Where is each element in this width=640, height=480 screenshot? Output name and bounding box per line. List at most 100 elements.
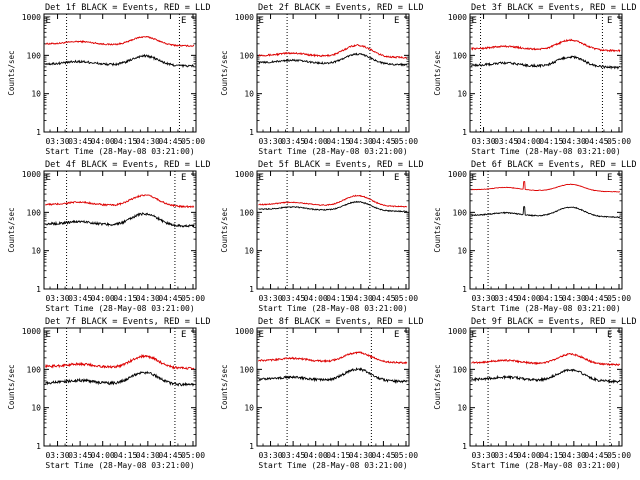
plot-frame bbox=[256, 170, 410, 290]
y-tick-label: 1 bbox=[36, 128, 41, 137]
lld-series-line bbox=[45, 35, 195, 48]
y-tick-label: 1000 bbox=[235, 13, 254, 22]
y-axis-label: Counts/sec bbox=[7, 50, 16, 95]
x-tick-label: 03:30 bbox=[258, 451, 282, 460]
x-tick-label: 05:00 bbox=[181, 137, 205, 146]
x-tick-label: 04:15 bbox=[113, 294, 137, 303]
x-tick-label: 04:30 bbox=[349, 294, 373, 303]
panel-title: Det 9f BLACK = Events, RED = LLD bbox=[471, 317, 637, 327]
y-tick-label: 1000 bbox=[22, 13, 41, 22]
plot-frame bbox=[469, 327, 623, 447]
panel-6: Det 6f BLACK = Events, RED = LLD 1 10 100 10… bbox=[433, 160, 637, 313]
x-tick-label: 04:00 bbox=[91, 137, 115, 146]
events-series-line bbox=[471, 368, 621, 385]
e-marker-label: E bbox=[46, 173, 51, 183]
x-tick-label: 04:00 bbox=[517, 294, 541, 303]
lld-series-line bbox=[258, 351, 408, 365]
y-tick-label: 100 bbox=[453, 51, 468, 60]
y-tick-label: 1 bbox=[249, 285, 254, 294]
e-marker-label: E bbox=[181, 330, 186, 340]
x-tick-label: 04:15 bbox=[539, 294, 563, 303]
x-tick-label: 05:00 bbox=[607, 137, 631, 146]
x-tick-label: 04:00 bbox=[91, 294, 115, 303]
e-marker-label: E bbox=[46, 330, 51, 340]
events-series-line bbox=[471, 205, 621, 219]
x-axis-label: Start Time (28-May-08 03:21:00) bbox=[45, 147, 194, 156]
x-axis-label: Start Time (28-May-08 03:21:00) bbox=[45, 304, 194, 313]
y-axis-label: Counts/sec bbox=[220, 364, 229, 409]
y-tick-label: 1000 bbox=[448, 327, 467, 336]
panel-1: Det 1f BLACK = Events, RED = LLD 1 10 100 10… bbox=[7, 3, 211, 156]
y-tick-label: 100 bbox=[240, 208, 255, 217]
x-tick-label: 04:00 bbox=[304, 137, 328, 146]
x-tick-label: 04:30 bbox=[562, 137, 586, 146]
x-tick-label: 04:45 bbox=[158, 451, 182, 460]
x-tick-label: 05:00 bbox=[394, 137, 418, 146]
e-marker-label: E bbox=[607, 173, 612, 183]
x-tick-label: 03:30 bbox=[45, 137, 69, 146]
x-tick-label: 03:30 bbox=[45, 294, 69, 303]
y-tick-label: 100 bbox=[453, 365, 468, 374]
y-tick-label: 10 bbox=[457, 404, 467, 413]
plot-frame bbox=[256, 13, 410, 133]
x-axis-label: Start Time (28-May-08 03:21:00) bbox=[258, 147, 407, 156]
y-axis-label: Counts/sec bbox=[220, 207, 229, 252]
x-axis-label: Start Time (28-May-08 03:21:00) bbox=[258, 304, 407, 313]
x-tick-label: 03:30 bbox=[258, 137, 282, 146]
x-tick-label: 04:00 bbox=[304, 451, 328, 460]
y-tick-label: 1 bbox=[462, 285, 467, 294]
y-tick-label: 1 bbox=[462, 128, 467, 137]
x-tick-label: 04:30 bbox=[136, 294, 160, 303]
y-tick-label: 1 bbox=[462, 442, 467, 451]
y-axis-label: Counts/sec bbox=[220, 50, 229, 95]
y-tick-label: 1 bbox=[249, 442, 254, 451]
y-tick-label: 10 bbox=[457, 247, 467, 256]
e-marker-label: E bbox=[472, 330, 477, 340]
plot-frame bbox=[43, 327, 197, 447]
panel-8: Det 8f BLACK = Events, RED = LLD 1 10 100 10… bbox=[220, 317, 424, 470]
e-marker-label: E bbox=[181, 173, 186, 183]
y-tick-label: 1000 bbox=[235, 170, 254, 179]
x-tick-label: 04:15 bbox=[326, 451, 350, 460]
x-tick-label: 03:45 bbox=[68, 451, 92, 460]
x-tick-label: 05:00 bbox=[181, 294, 205, 303]
plot-frame bbox=[256, 327, 410, 447]
x-tick-label: 04:30 bbox=[562, 451, 586, 460]
y-axis-label: Counts/sec bbox=[7, 364, 16, 409]
e-marker-label: E bbox=[259, 16, 264, 26]
x-tick-label: 04:00 bbox=[517, 137, 541, 146]
x-tick-label: 03:45 bbox=[494, 137, 518, 146]
x-tick-label: 05:00 bbox=[181, 451, 205, 460]
x-tick-label: 04:30 bbox=[136, 451, 160, 460]
y-tick-label: 100 bbox=[240, 365, 255, 374]
x-tick-label: 03:45 bbox=[68, 137, 92, 146]
panel-title: Det 8f BLACK = Events, RED = LLD bbox=[258, 317, 424, 327]
x-tick-label: 04:30 bbox=[562, 294, 586, 303]
events-series-line bbox=[258, 367, 408, 384]
lld-series-line bbox=[471, 38, 621, 53]
e-marker-label: E bbox=[259, 173, 264, 183]
x-tick-label: 03:30 bbox=[471, 294, 495, 303]
x-tick-label: 03:45 bbox=[281, 137, 305, 146]
x-tick-label: 04:45 bbox=[158, 137, 182, 146]
lld-series-line bbox=[471, 352, 621, 367]
x-tick-label: 04:00 bbox=[91, 451, 115, 460]
y-tick-label: 100 bbox=[27, 208, 42, 217]
x-tick-label: 05:00 bbox=[607, 451, 631, 460]
x-tick-label: 04:45 bbox=[584, 294, 608, 303]
x-tick-label: 04:45 bbox=[371, 137, 395, 146]
events-series-line bbox=[471, 55, 621, 70]
panel-7: Det 7f BLACK = Events, RED = LLD 1 10 100 10… bbox=[7, 317, 211, 470]
x-tick-label: 04:00 bbox=[517, 451, 541, 460]
e-marker-label: E bbox=[607, 330, 612, 340]
panel-title: Det 2f BLACK = Events, RED = LLD bbox=[258, 3, 424, 13]
y-tick-label: 10 bbox=[31, 247, 41, 256]
y-tick-label: 1000 bbox=[235, 327, 254, 336]
y-tick-label: 100 bbox=[240, 51, 255, 60]
events-series-line bbox=[45, 212, 195, 228]
x-tick-label: 04:15 bbox=[539, 451, 563, 460]
e-marker-label: E bbox=[46, 16, 51, 26]
e-marker-label: E bbox=[394, 173, 399, 183]
x-axis-label: Start Time (28-May-08 03:21:00) bbox=[45, 461, 194, 470]
